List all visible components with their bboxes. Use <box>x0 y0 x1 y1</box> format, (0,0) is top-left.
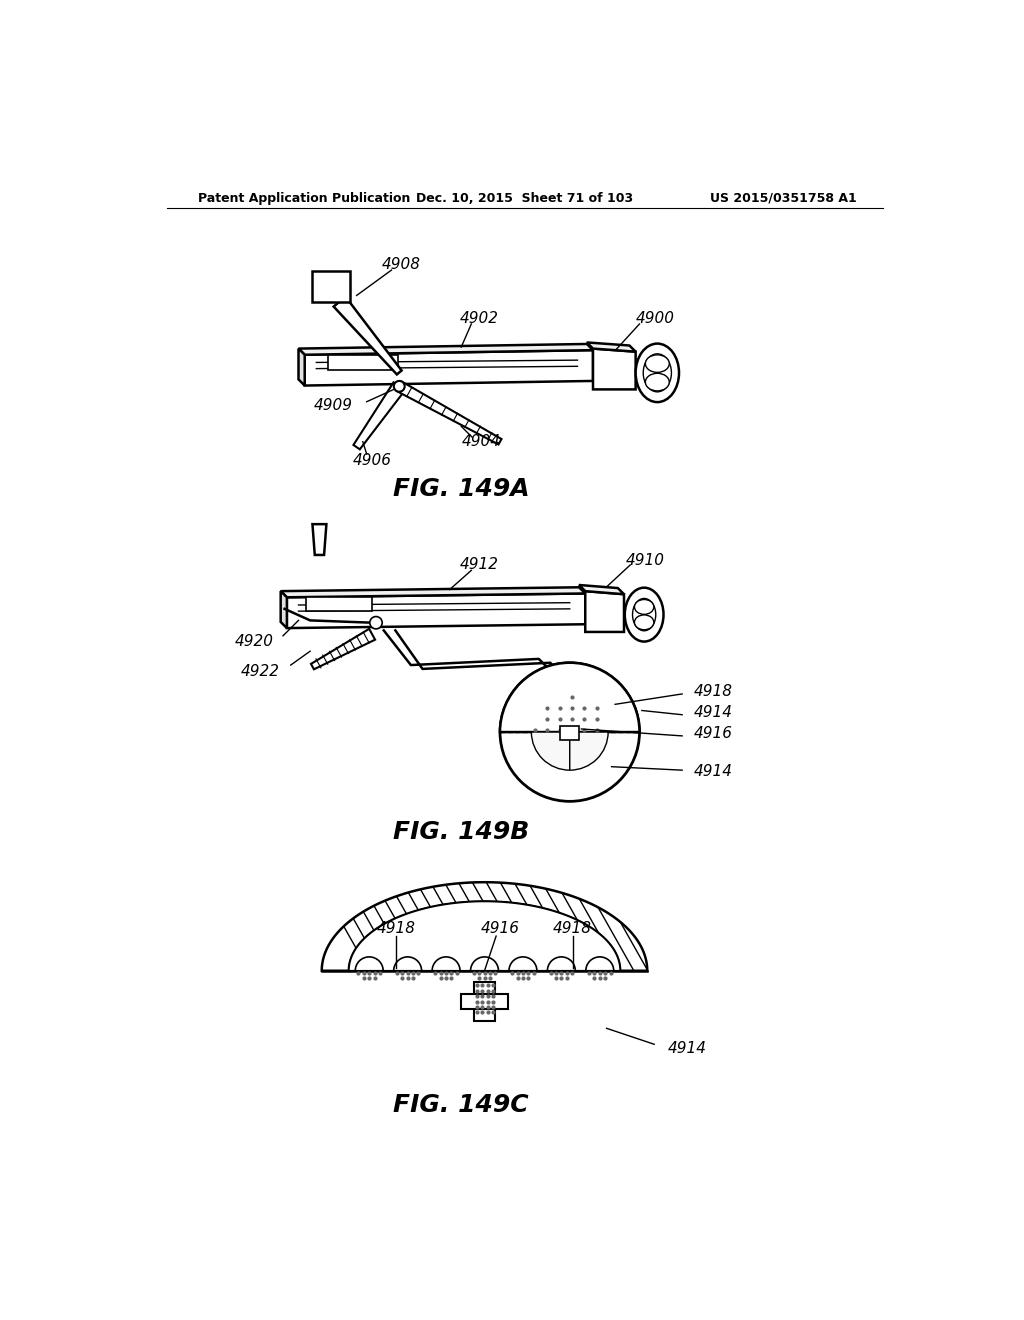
Text: 4912: 4912 <box>460 557 499 573</box>
Wedge shape <box>548 957 575 970</box>
Text: 4918: 4918 <box>693 684 733 700</box>
Text: 4918: 4918 <box>553 921 592 936</box>
Polygon shape <box>474 982 496 1020</box>
Text: 4916: 4916 <box>693 726 733 741</box>
Text: 4906: 4906 <box>352 453 391 467</box>
Ellipse shape <box>625 587 664 642</box>
Polygon shape <box>312 524 327 554</box>
Text: 4908: 4908 <box>381 257 420 272</box>
Text: Patent Application Publication: Patent Application Publication <box>198 191 411 205</box>
Polygon shape <box>586 591 624 632</box>
Ellipse shape <box>645 355 670 372</box>
Polygon shape <box>579 585 624 594</box>
Wedge shape <box>471 957 499 970</box>
Text: 4914: 4914 <box>669 1041 708 1056</box>
Polygon shape <box>593 348 636 389</box>
Polygon shape <box>587 342 636 351</box>
Polygon shape <box>299 345 593 355</box>
Polygon shape <box>560 726 579 739</box>
Text: 4914: 4914 <box>693 764 733 779</box>
Wedge shape <box>509 957 537 970</box>
Wedge shape <box>569 733 608 770</box>
Text: Dec. 10, 2015  Sheet 71 of 103: Dec. 10, 2015 Sheet 71 of 103 <box>416 191 634 205</box>
Polygon shape <box>311 628 375 669</box>
Text: 4920: 4920 <box>234 635 273 649</box>
Text: 4914: 4914 <box>693 705 733 721</box>
Wedge shape <box>432 957 460 970</box>
Polygon shape <box>306 597 372 611</box>
Circle shape <box>500 663 640 801</box>
Text: FIG. 149B: FIG. 149B <box>393 820 529 845</box>
Text: 4902: 4902 <box>460 312 499 326</box>
Ellipse shape <box>643 354 672 392</box>
Polygon shape <box>281 591 287 628</box>
Circle shape <box>370 616 382 628</box>
Polygon shape <box>299 348 305 385</box>
Circle shape <box>394 381 404 392</box>
Ellipse shape <box>635 615 654 630</box>
Text: 4918: 4918 <box>377 921 416 936</box>
Wedge shape <box>393 957 422 970</box>
Wedge shape <box>355 957 383 970</box>
Polygon shape <box>322 882 647 970</box>
Polygon shape <box>281 587 586 597</box>
Polygon shape <box>305 350 593 385</box>
Text: 4916: 4916 <box>480 921 519 936</box>
Polygon shape <box>287 594 586 628</box>
Text: FIG. 149A: FIG. 149A <box>393 478 529 502</box>
Polygon shape <box>334 297 401 375</box>
Text: US 2015/0351758 A1: US 2015/0351758 A1 <box>710 191 856 205</box>
Text: 4900: 4900 <box>636 312 675 326</box>
Polygon shape <box>461 994 508 1010</box>
Polygon shape <box>328 355 397 370</box>
Wedge shape <box>531 733 569 770</box>
Polygon shape <box>396 381 502 445</box>
Text: 4909: 4909 <box>313 399 352 413</box>
Ellipse shape <box>635 599 654 614</box>
Wedge shape <box>500 663 640 733</box>
Text: 4922: 4922 <box>241 664 280 678</box>
Text: FIG. 149C: FIG. 149C <box>393 1093 529 1118</box>
Text: 4910: 4910 <box>627 553 666 568</box>
Ellipse shape <box>645 374 670 391</box>
Polygon shape <box>353 383 404 449</box>
Wedge shape <box>586 957 613 970</box>
Ellipse shape <box>636 343 679 403</box>
Text: 4904: 4904 <box>462 434 501 449</box>
Polygon shape <box>349 902 621 970</box>
Polygon shape <box>312 271 349 302</box>
Ellipse shape <box>633 598 655 631</box>
